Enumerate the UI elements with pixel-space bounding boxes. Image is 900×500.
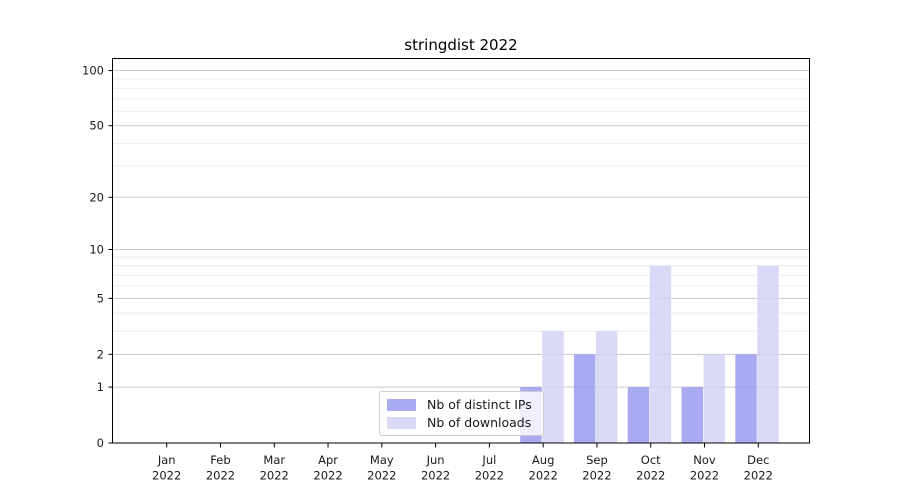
legend-item-downloads: Nb of downloads — [387, 415, 536, 430]
legend-swatch-distinct-ips — [387, 398, 416, 411]
x-tick-label: Jan 2022 — [152, 453, 181, 483]
x-tick-label: Apr 2022 — [313, 453, 342, 483]
legend-label-distinct-ips: Nb of distinct IPs — [427, 397, 532, 412]
chart-title: stringdist 2022 — [404, 36, 518, 54]
y-tick-label: 1 — [97, 380, 104, 394]
bar-distinct-ips-dec — [735, 354, 757, 443]
x-tick-label: Sep 2022 — [582, 453, 611, 483]
x-tick-label: Aug 2022 — [529, 453, 558, 483]
x-tick-label: Dec 2022 — [744, 453, 773, 483]
legend-swatch-downloads — [387, 416, 416, 429]
plot-frame — [112, 58, 810, 444]
x-tick-label: Nov 2022 — [690, 453, 719, 483]
bar-downloads-nov — [703, 354, 725, 443]
legend-label-downloads: Nb of downloads — [427, 415, 532, 430]
x-tick-label: Jun 2022 — [421, 453, 450, 483]
x-tick-label: Mar 2022 — [260, 453, 289, 483]
bar-downloads-aug — [542, 331, 564, 443]
bar-downloads-dec — [757, 265, 779, 443]
x-tick-label: Jul 2022 — [475, 453, 504, 483]
y-tick-label: 10 — [89, 242, 104, 256]
x-tick-label: May 2022 — [367, 453, 396, 483]
y-tick-label: 100 — [82, 64, 104, 78]
y-tick-label: 0 — [97, 436, 104, 450]
x-tick-label: Oct 2022 — [636, 453, 665, 483]
bar-distinct-ips-oct — [627, 387, 650, 443]
y-tick-label: 2 — [97, 347, 104, 361]
x-tick-label: Feb 2022 — [206, 453, 235, 483]
legend-item-distinct-ips: Nb of distinct IPs — [387, 397, 536, 412]
bar-distinct-ips-sep — [573, 354, 596, 443]
legend: Nb of distinct IPs Nb of downloads — [379, 391, 544, 436]
bar-downloads-oct — [649, 265, 672, 443]
y-tick-label: 5 — [97, 291, 104, 305]
bar-downloads-sep — [595, 331, 618, 443]
bar-distinct-ips-nov — [681, 387, 703, 443]
y-tick-label: 50 — [89, 119, 104, 133]
y-tick-label: 20 — [89, 190, 104, 204]
